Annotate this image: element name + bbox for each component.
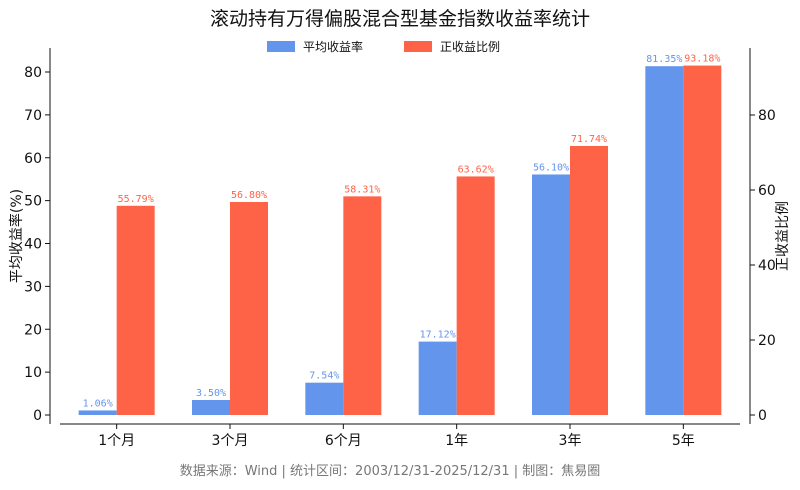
left-tick-label: 40 bbox=[24, 237, 42, 253]
x-tick-label: 3年 bbox=[559, 433, 582, 449]
left-tick-label: 80 bbox=[24, 65, 42, 81]
bar-label-positive-ratio: 63.62% bbox=[458, 164, 494, 175]
left-tick-label: 60 bbox=[24, 151, 42, 167]
bar-positive-ratio bbox=[683, 65, 722, 415]
bar-label-average-return: 81.35% bbox=[646, 54, 682, 65]
bar-positive-ratio bbox=[230, 202, 268, 415]
bar-positive-ratio bbox=[116, 205, 155, 415]
x-tick-label: 5年 bbox=[672, 433, 695, 449]
bar-label-average-return: 17.12% bbox=[420, 330, 456, 341]
right-tick-label: 20 bbox=[758, 333, 776, 349]
left-tick-label: 30 bbox=[24, 279, 42, 295]
bar-label-average-return: 7.54% bbox=[309, 371, 339, 382]
bar-positive-ratio bbox=[570, 145, 608, 415]
bar-positive-ratio bbox=[456, 176, 495, 415]
legend: 平均收益率 正收益比例 bbox=[267, 39, 500, 54]
left-tick-label: 0 bbox=[33, 408, 42, 424]
bar-label-positive-ratio: 56.80% bbox=[231, 190, 267, 201]
left-tick-label: 10 bbox=[24, 365, 42, 381]
right-axis-label: 正收益比例 bbox=[775, 201, 791, 271]
right-tick-label: 0 bbox=[758, 408, 767, 424]
bar-label-positive-ratio: 71.74% bbox=[571, 134, 607, 145]
bar-average-return bbox=[418, 341, 457, 415]
bar-label-average-return: 3.50% bbox=[196, 388, 226, 399]
x-tick-label: 1个月 bbox=[98, 433, 135, 449]
bar-average-return bbox=[192, 399, 230, 415]
left-axis-ticks: 0 10 20 30 40 50 60 70 80 bbox=[24, 65, 50, 424]
right-tick-label: 80 bbox=[758, 108, 776, 124]
bar-labels: 1.06% 55.79% 3.50% 56.80% 7.54% 58.31% 17.12% 6… bbox=[83, 54, 721, 410]
bar-average-return bbox=[645, 66, 684, 415]
left-axis-label: 平均收益率(%) bbox=[8, 189, 25, 283]
left-tick-label: 70 bbox=[24, 108, 42, 124]
bar-label-positive-ratio: 93.18% bbox=[684, 54, 720, 65]
x-axis-ticks: 1个月 3个月 6个月 1年 3年 5年 bbox=[98, 424, 695, 449]
x-tick-label: 6个月 bbox=[325, 433, 362, 449]
left-tick-label: 50 bbox=[24, 194, 42, 210]
legend-label-positive-ratio: 正收益比例 bbox=[440, 40, 500, 54]
legend-swatch-positive-ratio bbox=[404, 41, 432, 52]
bar-label-positive-ratio: 58.31% bbox=[344, 184, 380, 195]
bar-average-return bbox=[305, 382, 344, 415]
source-caption: 数据来源：Wind | 统计区间：2003/12/31-2025/12/31 |… bbox=[180, 464, 601, 479]
right-tick-label: 40 bbox=[758, 258, 776, 274]
bar-average-return bbox=[532, 174, 570, 415]
legend-label-average-return: 平均收益率 bbox=[303, 39, 363, 54]
left-tick-label: 20 bbox=[24, 322, 42, 338]
legend-swatch-average-return bbox=[267, 41, 295, 52]
right-tick-label: 60 bbox=[758, 183, 776, 199]
bar-average-return bbox=[78, 410, 117, 415]
bar-label-positive-ratio: 55.79% bbox=[118, 194, 154, 205]
bar-positive-ratio bbox=[343, 196, 382, 415]
axes bbox=[49, 48, 751, 425]
bars bbox=[78, 65, 722, 415]
chart-title: 滚动持有万得偏股混合型基金指数收益率统计 bbox=[210, 8, 590, 30]
bar-label-average-return: 1.06% bbox=[83, 398, 113, 409]
x-tick-label: 1年 bbox=[445, 433, 468, 449]
right-axis-ticks: 0 20 40 60 80 bbox=[750, 108, 776, 424]
bar-label-average-return: 56.10% bbox=[533, 162, 569, 173]
x-tick-label: 3个月 bbox=[212, 433, 249, 449]
